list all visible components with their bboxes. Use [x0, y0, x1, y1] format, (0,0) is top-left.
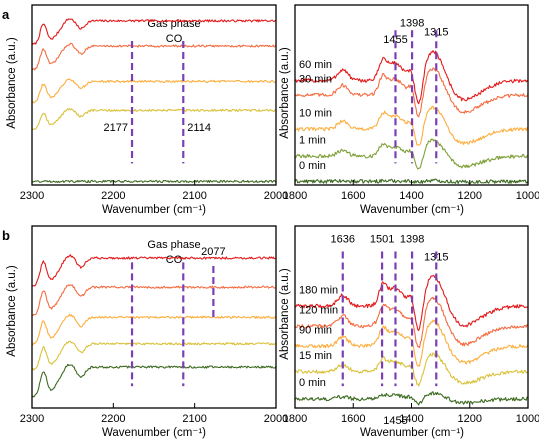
- x-tick-label: 1000: [516, 190, 539, 202]
- title-line-gas-phase-b: Gas phase: [147, 239, 200, 251]
- series-label: 0 min: [299, 377, 326, 389]
- plot-frame: [31, 225, 277, 409]
- series-line: [31, 78, 277, 104]
- x-tick-label: 2300: [20, 413, 44, 425]
- series-line: [294, 296, 529, 349]
- series-label: 15 min: [299, 350, 332, 362]
- peak-annotation: 2114: [187, 122, 211, 134]
- peak-annotation: 1315: [424, 27, 448, 39]
- x-tick-label: 1600: [341, 413, 365, 425]
- y-axis-label-b-right: Absorbance (a.u.): [279, 268, 291, 360]
- x-tick-label: 2100: [182, 190, 206, 202]
- series-line: [294, 352, 529, 387]
- x-tick-label: 1200: [458, 190, 482, 202]
- x-tick-label: 2300: [20, 190, 44, 202]
- x-tick-label: 2200: [101, 190, 125, 202]
- x-tick-label: 1400: [399, 413, 423, 425]
- series-label: 0 min: [299, 160, 326, 172]
- x-tick-label: 2000: [264, 413, 288, 425]
- peak-annotation: 1455: [383, 415, 407, 427]
- x-tick-label: 1600: [341, 190, 365, 202]
- series-line: [31, 42, 277, 71]
- peak-annotation: 2177: [104, 122, 128, 134]
- x-axis-label-a-right: Wavenumber (cm⁻¹): [360, 204, 464, 216]
- plot-frame: [294, 225, 529, 409]
- series-label: 120 min: [299, 304, 338, 316]
- peak-annotation: 1501: [370, 233, 394, 245]
- series-label: 1 min: [299, 135, 326, 147]
- series-label: 180 min: [299, 284, 338, 296]
- x-tick-label: 1400: [399, 190, 423, 202]
- series-line: [31, 18, 277, 46]
- x-tick-label: 1800: [283, 413, 307, 425]
- series-label: 30 min: [299, 73, 332, 85]
- title-line-co-b: CO: [166, 254, 183, 266]
- x-axis-label-b-left: Wavenumber (cm⁻¹): [102, 427, 206, 439]
- x-tick-label: 2200: [101, 413, 125, 425]
- title-line-co-a: CO: [166, 33, 183, 45]
- series-line: [31, 254, 277, 287]
- y-axis-label-b-left: Absorbance (a.u.): [6, 265, 18, 357]
- x-axis-label-a-left: Wavenumber (cm⁻¹): [102, 204, 206, 216]
- series-line: [294, 50, 529, 105]
- series-line: [31, 179, 277, 184]
- peak-annotation: 1455: [383, 34, 407, 46]
- series-line: [31, 363, 277, 398]
- y-axis-label-a-left: Absorbance (a.u.): [6, 37, 18, 129]
- series-line: [31, 340, 276, 371]
- series-line: [294, 391, 529, 406]
- chart-panel-b-right: Absorbance (a.u.) Wavenumber (cm⁻¹) 1636…: [279, 225, 539, 439]
- peak-annotation: 1315: [424, 252, 448, 264]
- series-line: [31, 284, 277, 316]
- series-line: [31, 108, 277, 131]
- peak-annotation: 1398: [400, 233, 424, 245]
- x-tick-label: 2100: [182, 413, 206, 425]
- peak-annotation: 1636: [331, 233, 355, 245]
- x-tick-label: 1200: [458, 413, 482, 425]
- y-axis-label-a-right: Absorbance (a.u.): [279, 47, 291, 139]
- series-label: 10 min: [299, 108, 332, 120]
- peak-annotation: 2077: [201, 246, 225, 258]
- chart-panel-b-left: b Absorbance (a.u.) Wavenumber (cm⁻¹) Ga…: [2, 225, 288, 439]
- chart-panel-a-right: Absorbance (a.u.) Wavenumber (cm⁻¹) 1455…: [279, 4, 539, 216]
- x-axis-label-b-right: Wavenumber (cm⁻¹): [360, 427, 464, 439]
- chart-panel-a-left: a Absorbance (a.u.) Wavenumber (cm⁻¹) Ga…: [2, 4, 288, 216]
- x-tick-label: 1800: [283, 190, 307, 202]
- x-tick-label: 2000: [264, 190, 288, 202]
- series-line: [31, 313, 277, 346]
- plot-frame: [294, 4, 529, 186]
- plot-frame: [31, 4, 277, 186]
- peak-annotation: 1398: [400, 18, 424, 30]
- series-label: 90 min: [299, 324, 332, 336]
- panel-label-b: b: [2, 228, 10, 243]
- series-label: 60 min: [299, 59, 332, 71]
- panel-label-a: a: [2, 7, 10, 22]
- x-tick-label: 1000: [516, 413, 539, 425]
